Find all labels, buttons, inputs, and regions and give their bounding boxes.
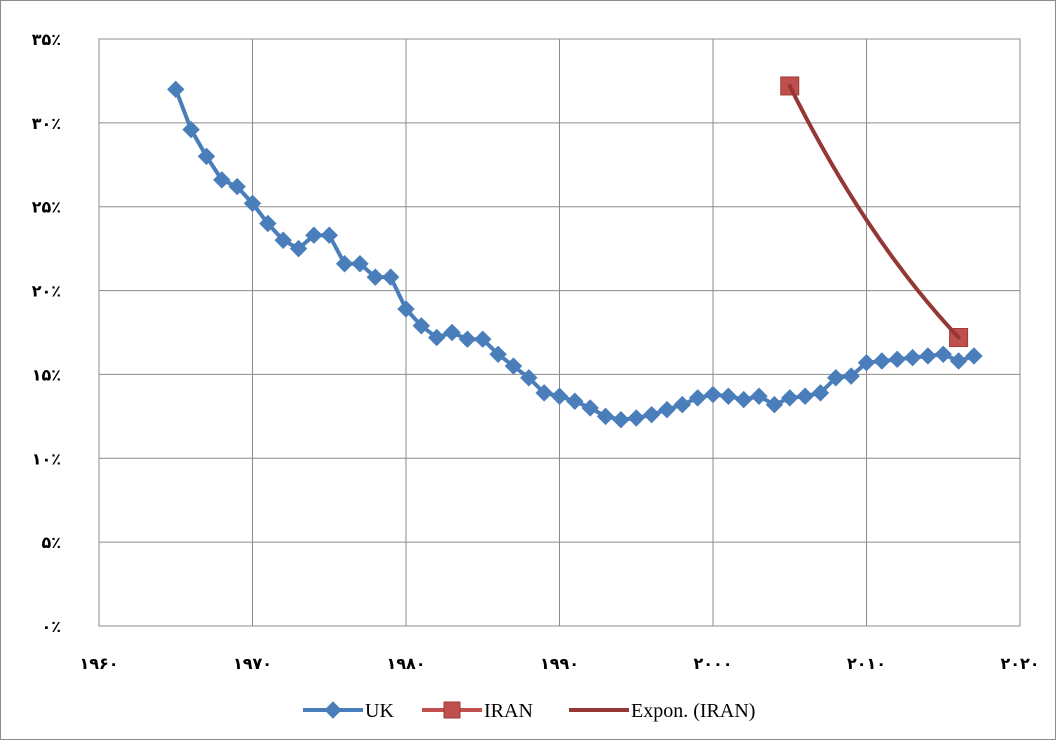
uk-data-point [520, 369, 538, 387]
uk-data-point [903, 348, 922, 367]
x-tick-label: ۱۹۶۰ [79, 654, 118, 673]
uk-series-line [173, 88, 975, 422]
legend: UK IRAN Expon. (IRAN) [303, 700, 755, 722]
uk-data-point [213, 171, 231, 189]
y-tick-label: ۳۵٪ [32, 30, 61, 49]
x-tick-label: ۱۹۹۰ [540, 654, 579, 673]
y-tick-label: ۱۰٪ [32, 449, 61, 468]
y-tick-label: ۲۵٪ [32, 198, 61, 217]
uk-data-point [427, 328, 446, 347]
y-axis-tick-labels: ۰٪ ۵٪ ۱۰٪ ۱۵٪ ۲۰٪ ۲۵٪ ۳۰٪ ۳۵٪ [32, 30, 61, 636]
legend-marker-square [443, 701, 461, 719]
legend-label: UK [365, 700, 394, 722]
uk-data-point [965, 347, 983, 365]
uk-data-point [673, 395, 692, 414]
uk-data-point [412, 317, 431, 335]
x-tick-label: ۱۹۸۰ [386, 654, 425, 673]
x-tick-label: ۲۰۲۰ [1000, 654, 1039, 673]
uk-data-point [351, 255, 369, 273]
y-tick-label: ۲۰٪ [32, 282, 61, 301]
uk-data-point [228, 177, 246, 196]
uk-data-point [612, 411, 630, 429]
uk-data-point [688, 389, 707, 407]
uk-data-point [719, 387, 738, 405]
uk-data-point [796, 387, 814, 405]
y-tick-label: ۱۵٪ [32, 365, 61, 384]
uk-data-point [627, 409, 645, 427]
uk-data-point [811, 384, 830, 402]
uk-data-point [259, 214, 277, 233]
uk-data-point [197, 147, 216, 166]
uk-data-point [182, 120, 200, 139]
uk-data-point [335, 255, 354, 273]
uk-data-point [750, 387, 768, 405]
uk-data-point [581, 399, 599, 417]
uk-data-point [658, 400, 676, 419]
uk-data-point [642, 405, 661, 424]
x-tick-label: ۱۹۷۰ [233, 654, 272, 673]
uk-data-point [397, 300, 415, 318]
uk-data-point [474, 330, 492, 348]
y-tick-label: ۵٪ [41, 533, 61, 552]
uk-data-point [274, 231, 292, 249]
uk-data-point [596, 407, 615, 426]
legend-item: UK [303, 700, 394, 722]
y-tick-label: ۳۰٪ [32, 114, 61, 133]
uk-data-point [873, 352, 891, 370]
uk-data-point [888, 350, 906, 369]
uk-data-point [504, 357, 523, 375]
uk-data-point [842, 367, 860, 385]
uk-data-point [305, 226, 323, 244]
legend-label: Expon. (IRAN) [631, 700, 755, 722]
uk-data-point [827, 369, 845, 387]
uk-data-point [857, 353, 876, 372]
legend-label: IRAN [484, 700, 533, 722]
uk-data-point [243, 194, 262, 213]
uk-data-point [535, 384, 553, 402]
uk-data-point [704, 385, 722, 404]
uk-data-point [320, 226, 338, 244]
legend-item: IRAN [422, 700, 533, 722]
uk-data-point [934, 345, 952, 364]
uk-data-point [566, 392, 584, 410]
uk-data-point [949, 352, 968, 370]
uk-data-point [489, 345, 507, 364]
y-tick-label: ۰٪ [41, 617, 61, 636]
x-axis-tick-labels: ۱۹۶۰ ۱۹۷۰ ۱۹۸۰ ۱۹۹۰ ۲۰۰۰ ۲۰۱۰ ۲۰۲۰ [79, 654, 1039, 673]
uk-data-point [381, 268, 400, 286]
uk-data-point [443, 323, 461, 342]
uk-data-point [781, 389, 799, 407]
uk-data-point [734, 390, 753, 409]
uk-data-point [458, 330, 477, 348]
uk-data-point [550, 387, 569, 405]
legend-marker-diamond [324, 701, 342, 719]
legend-item: Expon. (IRAN) [569, 700, 755, 722]
uk-data-point [919, 347, 937, 365]
x-tick-label: ۲۰۰۰ [693, 654, 732, 673]
plot-series [167, 76, 983, 429]
x-tick-label: ۲۰۱۰ [847, 654, 886, 673]
iran-exponential-trendline [787, 83, 961, 340]
grid-lines [98, 38, 1021, 627]
uk-data-point [167, 80, 185, 99]
uk-data-point [289, 239, 308, 258]
uk-data-point [366, 268, 385, 286]
uk-data-point [765, 395, 784, 414]
